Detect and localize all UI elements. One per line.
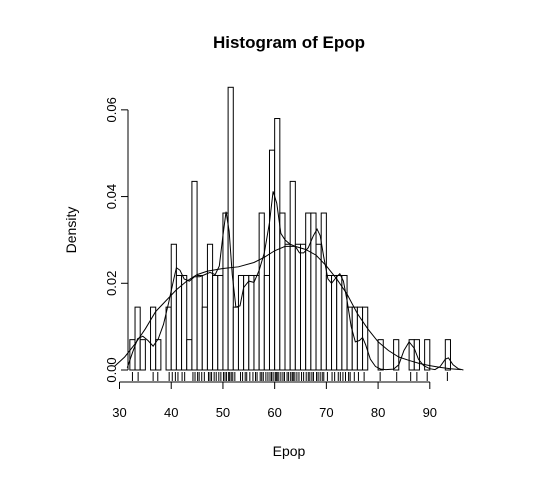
histogram-bar-18 (222, 212, 229, 371)
histogram-bar-57 (424, 339, 431, 371)
x-tick-label-3: 60 (267, 405, 281, 420)
histogram-bar-34 (305, 212, 312, 371)
histogram-bar-32 (294, 243, 302, 371)
histogram-bar-25 (258, 212, 265, 371)
y-tick-label-0: 0.00 (104, 357, 119, 382)
histogram-bar-37 (320, 212, 327, 371)
histogram-bar-36 (315, 243, 322, 371)
x-axis-ticks: 30 40 50 60 70 80 90 (112, 382, 437, 420)
histogram-bar-15 (206, 243, 214, 371)
chart-title: Histogram of Epop (213, 33, 365, 52)
density-curve-1 (126, 191, 464, 371)
histogram-bar-2 (139, 339, 146, 371)
x-tick-label-5: 80 (371, 405, 385, 420)
histogram-bar-24 (253, 274, 260, 371)
rug-marks (131, 372, 448, 381)
histogram-bar-10 (181, 274, 188, 371)
histogram-bar-26 (263, 274, 270, 371)
histogram-bar-22 (243, 274, 250, 371)
histogram-bar-40 (336, 274, 343, 371)
histogram-bar-16 (212, 274, 219, 371)
x-axis: 30 40 50 60 70 80 90 (112, 381, 437, 420)
histogram-bar-28 (274, 118, 281, 371)
y-tick-label-2: 0.04 (104, 184, 119, 209)
x-axis-label: Epop (273, 443, 306, 459)
y-axis-label: Density (63, 207, 79, 254)
y-axis: 0.00 0.02 0.04 0.06 (104, 97, 129, 383)
histogram-bar-30 (284, 243, 291, 371)
histogram-bars (129, 86, 451, 371)
histogram-bar-4 (150, 306, 157, 371)
density-curves (114, 191, 464, 371)
histogram-bar-33 (300, 243, 307, 371)
y-tick-label-1: 0.02 (104, 271, 119, 296)
histogram-bar-5 (155, 339, 162, 371)
x-tick-label-2: 50 (216, 405, 230, 420)
histogram-bar-61 (444, 339, 451, 371)
histogram-bar-19 (227, 86, 234, 371)
histogram-bar-17 (217, 274, 224, 371)
histogram-bar-7 (165, 306, 172, 371)
histogram-bar-13 (196, 274, 203, 371)
histogram-bar-11 (186, 339, 193, 371)
x-tick-label-0: 30 (112, 405, 126, 420)
histogram-bar-54 (408, 339, 415, 371)
histogram-bar-8 (170, 243, 177, 371)
histogram-bar-39 (331, 274, 338, 371)
histogram-bar-48 (377, 339, 384, 371)
y-axis-ticks: 0.00 0.02 0.04 0.06 (104, 97, 128, 383)
histogram-bar-20 (232, 306, 239, 371)
histogram-bar-27 (268, 149, 276, 371)
histogram-bar-31 (289, 180, 296, 371)
x-tick-label-4: 70 (319, 405, 333, 420)
x-tick-label-1: 40 (164, 405, 178, 420)
histogram-bar-38 (325, 274, 333, 371)
histogram-bar-14 (201, 306, 208, 371)
y-tick-label-3: 0.06 (104, 97, 119, 122)
histogram-bar-23 (248, 274, 255, 371)
x-tick-label-6: 90 (423, 405, 437, 420)
